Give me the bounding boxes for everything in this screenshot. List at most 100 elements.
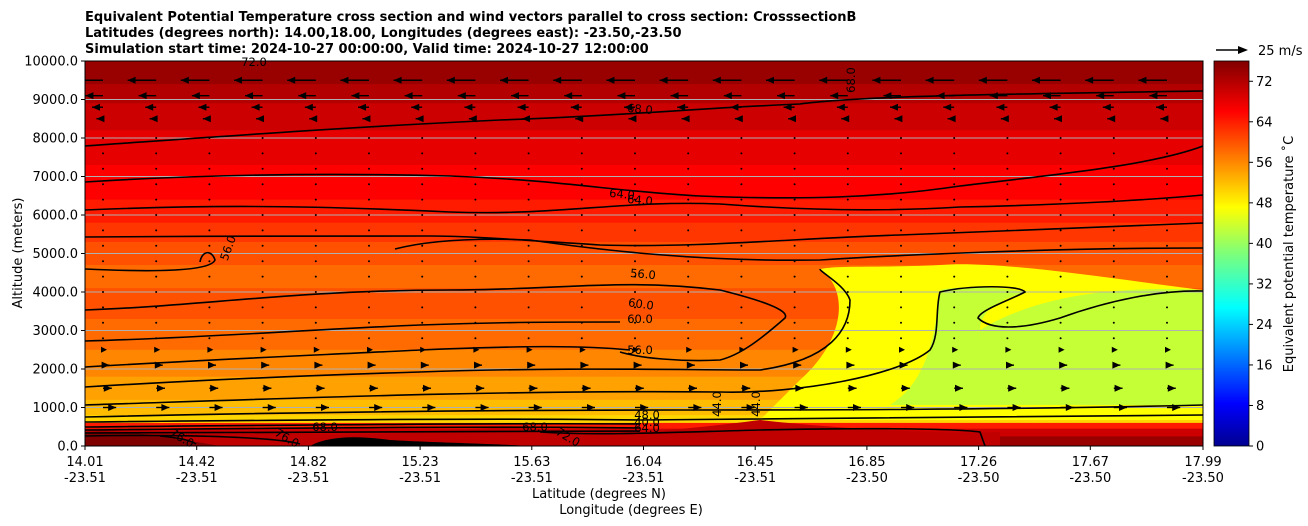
- wind-vector-calm: [474, 214, 477, 216]
- x-tick-label-lat-9: 17.67: [1072, 455, 1109, 470]
- wind-vector-head: [533, 404, 542, 411]
- wind-vector-calm: [1112, 321, 1115, 324]
- wind-vector-head: [154, 346, 161, 353]
- wind-vector-calm: [421, 198, 424, 201]
- wind-vector-calm: [900, 291, 902, 293]
- wind-vector: [500, 76, 529, 84]
- wind-vector: [517, 103, 529, 111]
- wind-vector-head: [746, 404, 755, 411]
- wind-vector-calm: [102, 321, 104, 324]
- wind-vector-head: [624, 103, 632, 111]
- wind-vector-calm: [846, 152, 849, 155]
- wind-vector-head: [1058, 346, 1065, 353]
- wind-vector: [606, 76, 635, 84]
- wind-vector: [794, 384, 804, 392]
- wind-vector-calm: [421, 167, 424, 170]
- wind-vector-calm: [208, 214, 211, 216]
- wind-vector-head: [263, 384, 272, 392]
- wind-vector-head: [1165, 346, 1171, 353]
- wind-vector-calm: [687, 260, 690, 263]
- wind-vector-head: [96, 115, 105, 123]
- contour-label-0: 72.0: [241, 55, 267, 69]
- wind-vector: [788, 115, 796, 123]
- wind-vector-calm: [368, 137, 370, 139]
- wind-vector-head: [154, 361, 163, 369]
- wind-vector-calm: [634, 183, 636, 186]
- wind-vector-calm: [1166, 260, 1168, 263]
- wind-vector-calm: [1006, 306, 1009, 309]
- wind-vector: [847, 404, 861, 411]
- wind-vector-calm: [953, 152, 956, 155]
- wind-vector-calm: [580, 321, 583, 324]
- wind-vector-calm: [421, 183, 424, 186]
- wind-vector: [1058, 346, 1065, 353]
- wind-vector-head: [1149, 92, 1158, 100]
- contour-label-2: 68.0: [844, 67, 858, 93]
- wind-vector-calm: [793, 275, 796, 278]
- wind-vector-head: [846, 361, 855, 369]
- wind-vector: [127, 76, 157, 84]
- wind-vector-calm: [1112, 137, 1115, 139]
- x-tick-label-lat-4: 15.63: [513, 455, 550, 470]
- x-tick-label-lat-1: 14.42: [178, 455, 215, 470]
- wind-vector-calm: [155, 198, 158, 201]
- wind-vector-calm: [1112, 337, 1115, 340]
- wind-vector: [841, 115, 850, 123]
- wind-vector-calm: [740, 167, 743, 170]
- wind-vector: [1007, 384, 1017, 392]
- wind-vector: [570, 103, 582, 111]
- wind-vector-calm: [793, 260, 796, 263]
- wind-vector-calm: [953, 183, 956, 186]
- wind-vector-calm: [793, 214, 796, 216]
- wind-vector-calm: [1006, 229, 1009, 232]
- wind-vector: [1156, 103, 1167, 111]
- wind-vector-head: [161, 404, 170, 411]
- x-tick-label-lon-0: -23.51: [64, 471, 106, 486]
- wind-vector-head: [606, 76, 615, 84]
- y-tick-label-0: 0.0: [57, 440, 78, 455]
- wind-vector: [739, 346, 746, 353]
- wind-vector-head: [1049, 103, 1058, 111]
- wind-vector-calm: [953, 229, 956, 232]
- x-tick-label-lon-3: -23.51: [399, 471, 441, 486]
- wind-vector-calm: [155, 183, 158, 186]
- wind-vector-calm: [953, 167, 956, 170]
- wind-vector-head: [202, 115, 211, 123]
- wind-vector-calm: [474, 167, 477, 170]
- wind-vector: [367, 346, 373, 353]
- wind-vector-calm: [687, 291, 690, 293]
- wind-vector-calm: [580, 275, 583, 278]
- y-axis-label: Altitude (meters): [11, 198, 26, 309]
- x-tick-label-lat-8: 17.26: [960, 455, 997, 470]
- wind-vector: [475, 384, 485, 392]
- wind-vector: [741, 384, 751, 392]
- wind-vector: [1043, 92, 1061, 100]
- wind-vector-calm: [580, 183, 583, 186]
- wind-vector-calm: [846, 214, 849, 216]
- wind-vector-calm: [314, 337, 317, 340]
- x-tick-label-lat-6: 16.45: [737, 455, 774, 470]
- wind-vector: [1005, 346, 1012, 353]
- wind-vector-calm: [102, 152, 104, 155]
- wind-vector-calm: [1112, 260, 1115, 263]
- wind-vector-calm: [740, 306, 743, 309]
- wind-vector-calm: [846, 275, 849, 278]
- x-axis-label-2: Longitude (degrees E): [559, 503, 703, 518]
- wind-vector-head: [640, 404, 649, 411]
- wind-vector-calm: [580, 198, 583, 201]
- contour-line-17: [159, 435, 197, 445]
- wind-vector-head: [901, 384, 910, 392]
- wind-vector-head: [955, 384, 963, 392]
- quiver-key-label: 25 m/s: [1258, 44, 1303, 59]
- wind-vector-head: [1043, 92, 1051, 100]
- contour-line-2: [85, 194, 1203, 214]
- wind-vector-calm: [527, 152, 530, 155]
- wind-vector-calm: [421, 321, 424, 324]
- wind-vector-head: [517, 103, 526, 111]
- wind-vector-calm: [793, 183, 796, 186]
- y-tick-label-8: 8000.0: [33, 132, 79, 147]
- wind-vector-head: [943, 103, 952, 111]
- wind-vector-head: [351, 92, 360, 100]
- wind-vector: [686, 346, 693, 353]
- wind-vector-calm: [527, 229, 530, 232]
